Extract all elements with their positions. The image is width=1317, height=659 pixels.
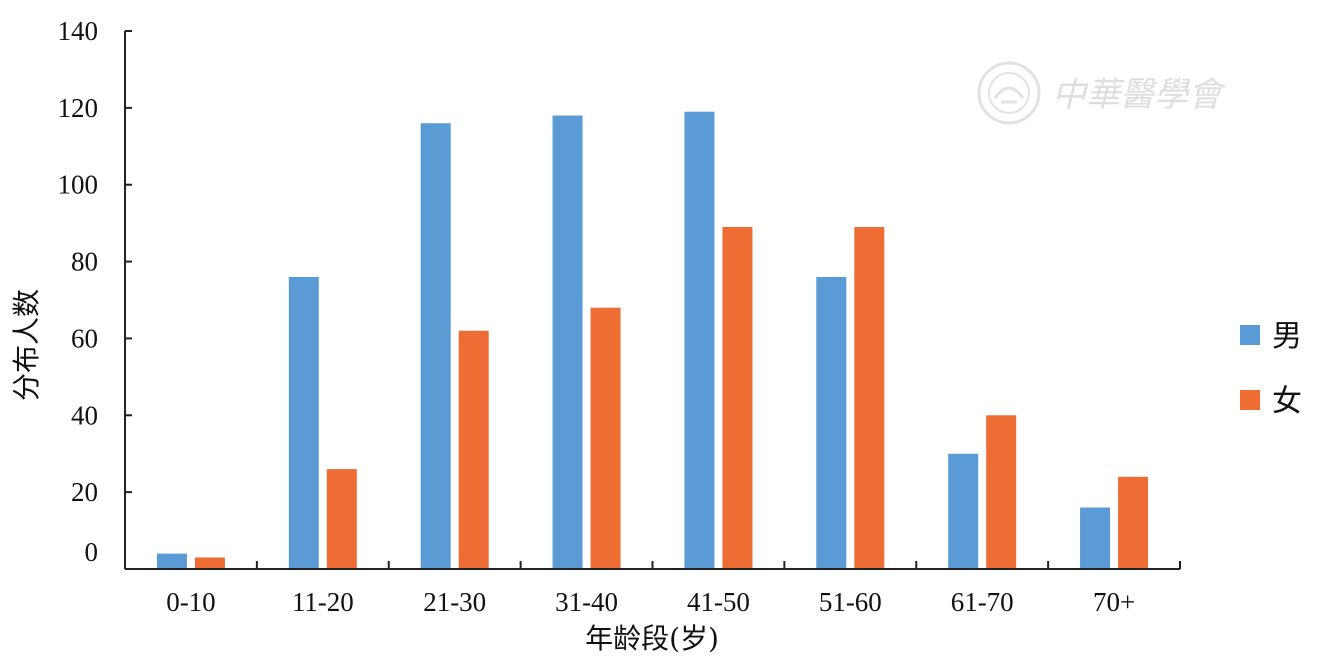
bar-male bbox=[816, 276, 847, 569]
bar-female bbox=[1118, 476, 1149, 569]
plot-area bbox=[156, 111, 1149, 570]
bar-female bbox=[722, 226, 753, 569]
y-axis-title: 分布人数 bbox=[10, 289, 43, 401]
y-axis-ticks: 0 20 40 60 80 100 120 140 bbox=[58, 16, 132, 570]
bar-female bbox=[854, 226, 885, 569]
x-tick-label: 0-10 bbox=[166, 587, 216, 617]
x-tick-label: 41-50 bbox=[687, 587, 750, 617]
y-tick-label: 140 bbox=[58, 16, 99, 46]
x-tick-label: 70+ bbox=[1093, 587, 1135, 617]
bar-female bbox=[986, 415, 1017, 569]
y-tick-label: 60 bbox=[71, 323, 98, 353]
x-tick-label: 31-40 bbox=[555, 587, 618, 617]
x-tick-label: 61-70 bbox=[951, 587, 1014, 617]
x-axis-ticks: 0-10 11-20 21-30 31-40 41-50 51-60 61-70 70+ bbox=[166, 561, 1181, 617]
y-tick-label: 20 bbox=[71, 477, 98, 507]
bar-male bbox=[552, 115, 583, 570]
bar-male bbox=[420, 123, 451, 569]
y-tick-label: 80 bbox=[71, 247, 98, 277]
bar-male bbox=[156, 553, 187, 569]
bar-female bbox=[590, 307, 621, 569]
bar-male bbox=[684, 111, 715, 569]
y-tick-label: 120 bbox=[58, 93, 99, 123]
y-tick-label: 100 bbox=[58, 170, 99, 200]
x-tick-label: 51-60 bbox=[819, 587, 882, 617]
watermark-text: 中華醫學會 bbox=[1052, 75, 1227, 115]
y-tick-label: 0 bbox=[85, 537, 99, 567]
bar-female bbox=[458, 330, 489, 569]
y-tick-label: 40 bbox=[71, 400, 98, 430]
legend-swatch bbox=[1240, 325, 1260, 345]
x-tick-label: 11-20 bbox=[292, 587, 354, 617]
x-axis-title: 年龄段(岁) bbox=[585, 622, 719, 655]
watermark-seal-icon bbox=[977, 61, 1041, 125]
watermark: 中華醫學會 bbox=[977, 61, 1227, 125]
bar-male bbox=[1080, 507, 1111, 569]
legend-label: 女 bbox=[1272, 384, 1302, 419]
bar-female bbox=[194, 557, 225, 569]
bar-male bbox=[948, 453, 979, 569]
legend-swatch bbox=[1240, 390, 1260, 410]
legend: 男女 bbox=[1240, 319, 1302, 419]
legend-label: 男 bbox=[1272, 319, 1302, 354]
bar-female bbox=[326, 469, 357, 569]
x-tick-label: 21-30 bbox=[423, 587, 486, 617]
bar-male bbox=[288, 276, 319, 569]
